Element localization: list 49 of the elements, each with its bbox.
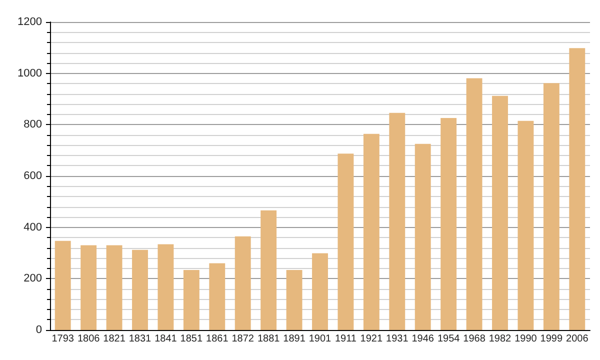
y-tick-label: 400 (24, 221, 42, 234)
bar (492, 96, 508, 330)
bar (132, 250, 148, 330)
x-tick-label: 1946 (412, 334, 434, 344)
x-tick-label: 1793 (52, 334, 74, 344)
bar (106, 245, 122, 330)
bar (440, 118, 457, 330)
bar (518, 120, 534, 330)
y-tick-label: 1200 (18, 16, 42, 28)
bar (569, 48, 586, 330)
bar (414, 144, 431, 330)
x-tick-label: 1999 (540, 334, 563, 344)
bar (338, 154, 354, 330)
y-tick-label: 800 (24, 118, 42, 131)
x-tick-label: 1851 (180, 334, 203, 344)
x-tick-label: 1891 (283, 334, 306, 344)
x-tick-label: 1872 (232, 334, 254, 344)
x-tick-label: 1881 (257, 334, 280, 344)
bar (260, 210, 277, 330)
bar (466, 78, 482, 330)
x-tick-label: 1931 (386, 334, 409, 344)
bar (389, 112, 406, 330)
bar (54, 240, 71, 330)
bar (363, 134, 380, 330)
x-tick-label: 1982 (488, 334, 512, 344)
x-tick-label: 1921 (360, 334, 383, 344)
bar (183, 270, 200, 330)
y-tick-label: 600 (24, 170, 42, 182)
y-tick-label: 0 (36, 324, 42, 336)
y-tick-label: 200 (24, 272, 42, 285)
bar (209, 263, 226, 330)
x-tick-label: 1968 (463, 334, 486, 344)
bar (286, 270, 302, 330)
bar (234, 236, 251, 330)
x-tick-label: 1806 (77, 334, 100, 344)
x-tick-label: 2006 (566, 334, 589, 344)
bar (312, 253, 328, 330)
x-tick-label: 1901 (308, 334, 332, 344)
x-tick-label: 1861 (206, 334, 229, 344)
x-tick-label: 1990 (514, 334, 538, 344)
x-tick-label: 1954 (437, 334, 460, 344)
x-tick-label: 1831 (128, 334, 152, 344)
x-tick-label: 1911 (334, 334, 357, 344)
bar (158, 244, 174, 330)
bar (543, 83, 560, 330)
y-tick-label: 1000 (18, 67, 42, 80)
bar (80, 245, 97, 330)
x-tick-label: 1821 (103, 334, 126, 344)
x-tick-label: 1841 (154, 334, 178, 344)
